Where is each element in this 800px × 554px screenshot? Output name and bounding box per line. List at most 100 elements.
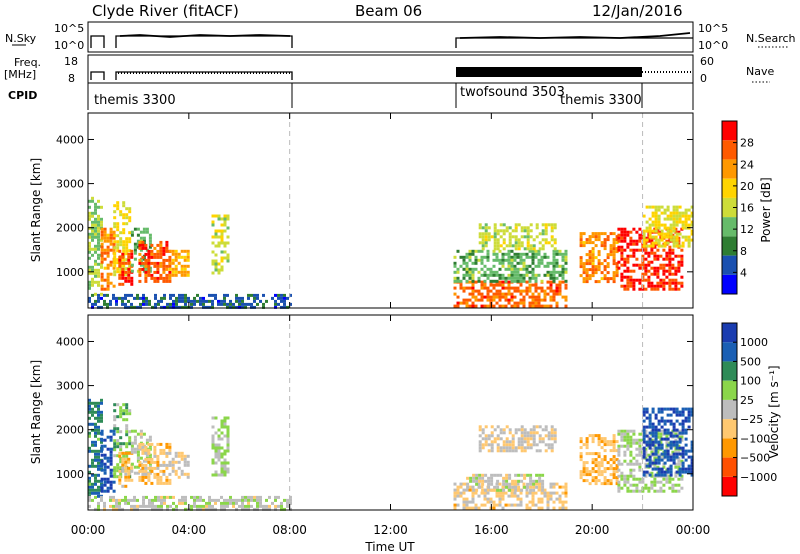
cpid-panel: CPID themis 3300 twofsound 3503 themis 3… — [8, 83, 694, 110]
power-colorbar-tick: 4 — [740, 266, 747, 279]
power-ylabel: Slant Range [km] — [29, 158, 43, 262]
velocity-ytick-label: 3000 — [56, 380, 84, 393]
power-region-8 — [453, 280, 568, 308]
velocity-ytick-label: 4000 — [56, 335, 84, 348]
freq-panel: Freq. [MHz] 18 8 60 0 Nave — [4, 54, 774, 85]
power-ytick-label: 4000 — [56, 133, 84, 146]
nsky-noise — [119, 32, 691, 39]
x-tick-label: 00:00 — [676, 523, 711, 537]
power-colorbar-swatch — [722, 217, 737, 237]
velocity-region-7 — [211, 416, 230, 477]
velocity-colorbar-tick: −25 — [740, 413, 763, 426]
power-region-10 — [478, 223, 557, 251]
freq-label-2: [MHz] — [4, 68, 36, 81]
cpid-themis-2: themis 3300 — [560, 93, 642, 108]
freq-trace — [90, 71, 293, 80]
power-colorbar-swatch — [722, 159, 737, 179]
x-tick-label: 00:00 — [71, 523, 106, 537]
power-x-ticks — [87, 113, 694, 308]
power-colorbar-swatch — [722, 140, 737, 160]
velocity-region-6 — [168, 451, 190, 479]
velocity-ytick-label: 2000 — [56, 424, 84, 437]
velocity-region-13 — [642, 407, 694, 477]
velocity-ylabel: Slant Range [km] — [29, 360, 43, 464]
velocity-colorbar-swatch — [722, 361, 737, 381]
power-colorbar-tick: 12 — [740, 223, 754, 236]
power-colorbar-swatch — [722, 197, 737, 218]
power-heatmap — [88, 113, 694, 309]
velocity-region-5 — [138, 442, 172, 485]
velocity-y-axis: 1000 2000 3000 4000 — [56, 335, 693, 481]
power-region-9 — [453, 249, 568, 283]
freq-tick-bottom: 8 — [68, 72, 75, 85]
velocity-region-3 — [118, 451, 134, 488]
power-colorbar: 28 24 20 16 12 8 4 Power [dB] — [721, 120, 773, 295]
velocity-colorbar-tick: −1000 — [740, 471, 777, 484]
velocity-colorbar-swatch — [722, 476, 737, 496]
velocity-region-1 — [100, 429, 116, 493]
power-ytick-label: 2000 — [56, 222, 84, 235]
nsky-tick-bottom: 10^0 — [54, 39, 84, 52]
velocity-ytick-label: 1000 — [56, 468, 84, 481]
velocity-colorbar-swatch — [722, 419, 737, 439]
nsky-label: N.Sky — [5, 32, 37, 45]
nave-tick-top: 60 — [700, 55, 714, 68]
power-region-7 — [211, 214, 230, 275]
velocity-colorbar-tick: 25 — [740, 394, 754, 407]
velocity-colorbar-tick: −100 — [740, 432, 770, 445]
power-region-3 — [118, 249, 134, 286]
power-region-6 — [168, 249, 190, 277]
cpid-label: CPID — [8, 89, 37, 102]
velocity-colorbar-swatch — [722, 438, 737, 458]
power-region-14 — [88, 293, 292, 309]
velocity-colorbar-swatch — [722, 323, 737, 343]
power-colorbar-tick: 20 — [740, 180, 754, 193]
nave-tick-bottom: 0 — [700, 72, 707, 85]
power-ytick-label: 1000 — [56, 266, 84, 279]
velocity-plot-frame — [87, 314, 694, 511]
freq-tick-top: 18 — [64, 55, 78, 68]
power-region-2 — [113, 201, 132, 277]
power-colorbar-swatch — [722, 121, 737, 141]
velocity-region-11 — [579, 434, 619, 486]
power-region-13 — [642, 205, 694, 248]
velocity-colorbar: 1000 500 100 25 −25 −100 −500 −1000 Velocity [m… — [721, 322, 781, 497]
power-ytick-label: 3000 — [56, 178, 84, 191]
velocity-panel: 1000 2000 3000 4000 Slant Range [km] — [29, 314, 694, 511]
velocity-x-ticks — [87, 315, 694, 510]
nsearch-label: N.Search — [746, 32, 796, 45]
velocity-colorbar-tick: 100 — [740, 375, 761, 388]
nsearch-tick-bottom: 10^0 — [698, 39, 728, 52]
velocity-colorbar-swatch — [722, 399, 737, 420]
cpid-themis-1: themis 3300 — [94, 93, 176, 108]
power-colorbar-tick: 28 — [740, 137, 754, 150]
x-tick-label: 16:00 — [474, 523, 509, 537]
power-colorbar-tick: 24 — [740, 158, 754, 171]
x-axis-label: Time UT — [364, 540, 415, 554]
x-tick-label: 12:00 — [373, 523, 408, 537]
station-title: Clyde River (fitACF) — [92, 2, 239, 20]
power-colorbar-swatch — [722, 255, 737, 275]
beam-title: Beam 06 — [355, 2, 422, 20]
x-tick-label: 08:00 — [272, 523, 307, 537]
power-y-axis: 1000 2000 3000 4000 — [56, 133, 693, 279]
nsky-panel: N.Sky 10^5 10^0 10^5 10^0 N.Search — [5, 21, 796, 53]
x-tick-labels: 00:00 04:00 08:00 12:00 16:00 20:00 00:00 — [71, 523, 711, 537]
velocity-region-10 — [478, 425, 557, 453]
velocity-colorbar-tick: −500 — [740, 452, 770, 465]
velocity-colorbar-tick: 500 — [740, 355, 761, 368]
x-tick-label: 04:00 — [172, 523, 207, 537]
cpid-twofsound: twofsound 3503 — [460, 85, 565, 100]
velocity-colorbar-label: Velocity [m s⁻¹] — [767, 365, 781, 458]
power-colorbar-label: Power [dB] — [759, 177, 773, 242]
power-region-11 — [579, 232, 619, 284]
velocity-colorbar-tick: 1000 — [740, 336, 768, 349]
power-colorbar-swatch — [722, 274, 737, 294]
velocity-heatmap — [88, 315, 694, 511]
nsearch-tick-top: 10^5 — [698, 22, 728, 35]
power-region-5 — [138, 240, 172, 283]
x-tick-label: 20:00 — [575, 523, 610, 537]
freq-label-1: Freq. — [14, 56, 41, 69]
power-colorbar-tick: 16 — [740, 202, 754, 215]
